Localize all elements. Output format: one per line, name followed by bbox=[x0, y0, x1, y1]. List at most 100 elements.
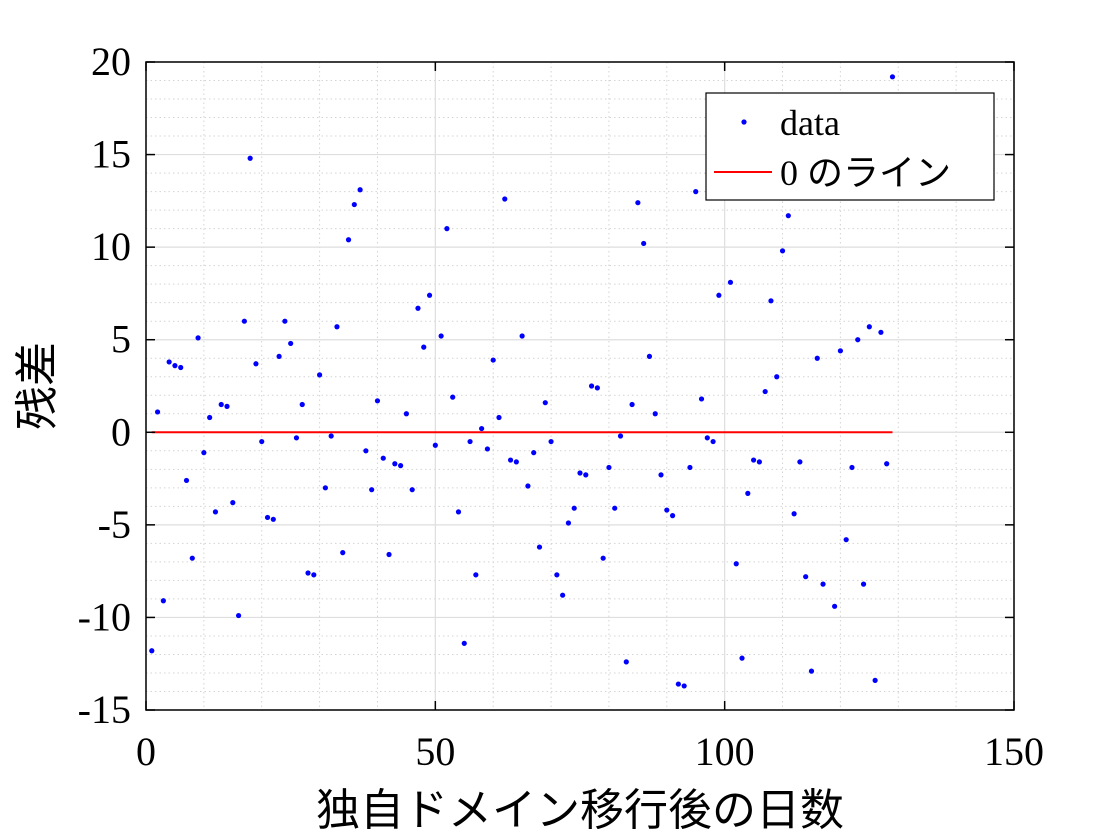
data-point bbox=[363, 448, 369, 454]
y-tick-label: 10 bbox=[91, 224, 131, 269]
data-point bbox=[733, 561, 739, 567]
data-point bbox=[814, 355, 820, 361]
data-point bbox=[392, 461, 398, 467]
y-tick-labels: -15 -10 -5 0 5 10 15 20 bbox=[78, 39, 131, 732]
data-point bbox=[542, 400, 548, 406]
data-point bbox=[230, 500, 236, 506]
data-point bbox=[658, 472, 664, 478]
data-point bbox=[178, 364, 184, 371]
data-point bbox=[403, 411, 409, 417]
data-point bbox=[450, 394, 456, 400]
axis-ticks bbox=[145, 61, 1015, 711]
data-point bbox=[305, 570, 311, 576]
data-point bbox=[675, 681, 681, 687]
data-point bbox=[149, 648, 155, 654]
data-point bbox=[554, 572, 560, 578]
data-point bbox=[490, 357, 496, 363]
x-axis-title: 独自ドメイン移行後の日数 bbox=[316, 785, 844, 836]
legend-marker-data bbox=[741, 119, 747, 125]
data-point bbox=[751, 457, 757, 463]
data-point bbox=[768, 298, 774, 304]
data-point bbox=[253, 361, 259, 367]
data-point bbox=[612, 505, 618, 511]
y-tick-label: 5 bbox=[111, 317, 131, 362]
x-tick-labels: 0 50 100 150 bbox=[136, 729, 1044, 774]
legend: data 0 のライン bbox=[705, 92, 995, 201]
data-point bbox=[247, 155, 253, 161]
series-layer bbox=[149, 74, 896, 689]
data-point bbox=[878, 329, 884, 335]
data-point bbox=[160, 598, 166, 604]
data-point bbox=[606, 464, 612, 471]
data-point bbox=[195, 335, 201, 341]
y-tick-label: 15 bbox=[91, 132, 131, 177]
data-point bbox=[183, 477, 190, 484]
data-point bbox=[351, 201, 357, 208]
data-point bbox=[548, 438, 554, 445]
data-point bbox=[641, 240, 647, 247]
data-point bbox=[727, 279, 734, 285]
data-point bbox=[299, 401, 305, 408]
data-point bbox=[860, 581, 867, 587]
data-point bbox=[652, 411, 658, 417]
data-point bbox=[398, 463, 404, 469]
data-point bbox=[282, 318, 288, 324]
data-point bbox=[328, 433, 334, 439]
data-point bbox=[264, 514, 271, 521]
data-point bbox=[577, 470, 583, 476]
data-point bbox=[426, 292, 433, 298]
data-point bbox=[235, 612, 242, 619]
legend-label-zero-line: 0 のライン bbox=[780, 153, 951, 193]
data-point bbox=[600, 555, 606, 561]
x-tick-label: 0 bbox=[136, 729, 156, 774]
x-tick-label: 100 bbox=[695, 729, 755, 774]
data-point bbox=[322, 485, 328, 491]
plot-area-frame bbox=[145, 61, 1015, 711]
data-point bbox=[704, 435, 710, 441]
data-point bbox=[293, 435, 300, 441]
data-point bbox=[166, 359, 172, 365]
data-point bbox=[154, 409, 161, 415]
y-tick-label: 0 bbox=[111, 409, 131, 454]
data-point bbox=[745, 490, 751, 496]
data-point bbox=[218, 401, 224, 408]
legend-box bbox=[705, 92, 995, 201]
data-point bbox=[594, 385, 600, 391]
data-point bbox=[172, 363, 178, 369]
data-point bbox=[288, 340, 294, 347]
data-point bbox=[872, 677, 878, 683]
data-point bbox=[588, 383, 595, 389]
data-point bbox=[681, 683, 687, 689]
data-point bbox=[797, 459, 803, 465]
data-point bbox=[386, 551, 392, 558]
data-point bbox=[224, 403, 230, 409]
data-point bbox=[380, 455, 386, 461]
data-point bbox=[345, 237, 352, 243]
data-point bbox=[525, 483, 531, 489]
y-tick-label: -5 bbox=[98, 502, 131, 547]
data-point bbox=[785, 213, 791, 219]
data-point bbox=[374, 398, 381, 404]
data-point bbox=[536, 544, 543, 550]
data-point bbox=[334, 324, 340, 330]
data-point bbox=[866, 324, 872, 330]
data-point bbox=[791, 511, 797, 517]
data-point bbox=[629, 401, 635, 408]
data-point bbox=[502, 196, 508, 202]
data-point bbox=[496, 414, 502, 421]
data-point bbox=[774, 374, 780, 380]
data-point bbox=[444, 226, 450, 232]
data-point bbox=[855, 337, 861, 343]
data-point bbox=[779, 248, 786, 254]
data-point bbox=[241, 318, 247, 324]
data-point bbox=[849, 464, 855, 471]
data-point bbox=[669, 513, 676, 519]
minor-grid bbox=[146, 62, 1014, 710]
data-point bbox=[820, 581, 826, 587]
data-point bbox=[832, 603, 838, 609]
data-point bbox=[409, 487, 415, 493]
data-point bbox=[201, 450, 207, 456]
data-point bbox=[415, 305, 421, 311]
data-point bbox=[756, 459, 762, 465]
